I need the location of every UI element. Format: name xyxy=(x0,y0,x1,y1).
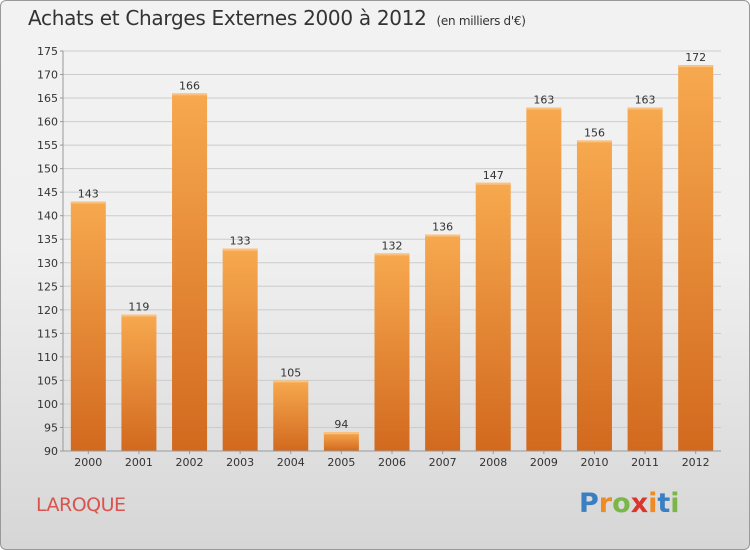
x-tick-label-2001: 2001 xyxy=(125,456,153,469)
chart-title-text: Achats et Charges Externes 2000 à 2012 xyxy=(28,6,427,30)
y-tick-label-130: 130 xyxy=(37,257,58,270)
bar-2009 xyxy=(526,107,562,452)
y-tick-label-145: 145 xyxy=(37,186,58,199)
bar-value-label-2004: 105 xyxy=(280,366,301,379)
bar-value-label-2012: 172 xyxy=(685,51,706,64)
x-tick-label-2012: 2012 xyxy=(682,456,710,469)
bar-value-label-2007: 136 xyxy=(432,221,453,234)
bar-highlight-2007 xyxy=(425,234,461,237)
bar-highlight-2002 xyxy=(172,93,208,96)
x-tick-label-2007: 2007 xyxy=(429,456,457,469)
bar-value-label-2009: 163 xyxy=(533,93,554,106)
bar-highlight-2009 xyxy=(526,107,562,110)
x-tick-label-2005: 2005 xyxy=(327,456,355,469)
y-tick-label-120: 120 xyxy=(37,304,58,317)
bar-2003 xyxy=(222,248,258,451)
y-tick-label-95: 95 xyxy=(44,421,58,434)
bar-highlight-2005 xyxy=(323,432,359,435)
bar-value-label-2001: 119 xyxy=(128,301,149,314)
bar-highlight-2004 xyxy=(273,380,309,383)
bar-2000 xyxy=(70,201,106,451)
y-tick-label-90: 90 xyxy=(44,445,58,458)
brand-letter-2: o xyxy=(612,488,631,519)
y-tick-label-160: 160 xyxy=(37,116,58,129)
bar-value-label-2011: 163 xyxy=(635,93,656,106)
axes: 90 95 100 105 110 115 120 125 130 135 140 145 150 155… xyxy=(37,45,721,469)
bar-2008 xyxy=(475,182,511,451)
brand-letter-1: r xyxy=(598,488,613,519)
bar-highlight-2001 xyxy=(121,314,157,317)
bar-value-label-2010: 156 xyxy=(584,126,605,139)
bar-value-label-2002: 166 xyxy=(179,79,200,92)
y-tick-label-140: 140 xyxy=(37,210,58,223)
bar-highlight-2010 xyxy=(576,140,612,143)
bar-value-label-2000: 143 xyxy=(78,188,99,201)
bar-2012 xyxy=(678,65,714,451)
commune-name: LAROQUE xyxy=(36,494,126,516)
y-tick-label-155: 155 xyxy=(37,139,58,152)
bar-highlight-2012 xyxy=(678,65,714,68)
bar-2004 xyxy=(273,380,309,451)
y-tick-label-175: 175 xyxy=(37,45,58,58)
bar-value-label-2003: 133 xyxy=(230,235,251,248)
y-tick-label-125: 125 xyxy=(37,280,58,293)
bar-value-label-2005: 94 xyxy=(334,418,348,431)
y-tick-label-115: 115 xyxy=(37,327,58,340)
x-tick-label-2006: 2006 xyxy=(378,456,406,469)
bar-value-label-2006: 132 xyxy=(382,239,403,252)
x-tick-label-2010: 2010 xyxy=(580,456,608,469)
bar-2010 xyxy=(576,140,612,452)
bar-value-labels: 143 119 166 133 105 94 132 136 147 163 156 163 172 xyxy=(78,51,706,431)
y-tick-label-110: 110 xyxy=(37,351,58,364)
x-tick-label-2000: 2000 xyxy=(74,456,102,469)
y-tick-label-150: 150 xyxy=(37,163,58,176)
y-tick-label-135: 135 xyxy=(37,233,58,246)
brand-letter-4: i xyxy=(648,488,658,519)
bar-highlight-2008 xyxy=(475,182,511,185)
y-tick-label-105: 105 xyxy=(37,374,58,387)
brand-letter-0: P xyxy=(579,488,599,519)
bar-highlight-2006 xyxy=(374,253,410,256)
brand-letter-6: i xyxy=(670,488,680,519)
y-tick-label-165: 165 xyxy=(37,92,58,105)
x-tick-label-2008: 2008 xyxy=(479,456,507,469)
bar-2006 xyxy=(374,253,410,451)
y-tick-label-170: 170 xyxy=(37,69,58,82)
bar-2007 xyxy=(425,234,461,451)
chart-title: Achats et Charges Externes 2000 à 2012 (e… xyxy=(28,6,526,30)
bar-highlight-2011 xyxy=(627,107,663,110)
y-tick-label-100: 100 xyxy=(37,398,58,411)
x-tick-label-2003: 2003 xyxy=(226,456,254,469)
brand-letter-5: t xyxy=(657,488,671,519)
x-tick-label-2009: 2009 xyxy=(530,456,558,469)
bar-highlight-2000 xyxy=(70,201,106,204)
bar-2002 xyxy=(172,93,208,452)
bars xyxy=(70,65,714,452)
chart-subtitle: (en milliers d'€) xyxy=(436,14,526,28)
bar-2005 xyxy=(323,432,359,451)
brand-letter-3: x xyxy=(630,488,649,519)
proxiti-logo[interactable]: Proxiti xyxy=(579,488,680,519)
x-tick-label-2004: 2004 xyxy=(277,456,305,469)
bar-2001 xyxy=(121,314,157,451)
bar-highlight-2003 xyxy=(222,248,258,251)
x-tick-label-2011: 2011 xyxy=(631,456,659,469)
x-tick-label-2002: 2002 xyxy=(176,456,204,469)
bar-2011 xyxy=(627,107,663,452)
bar-value-label-2008: 147 xyxy=(483,169,504,182)
